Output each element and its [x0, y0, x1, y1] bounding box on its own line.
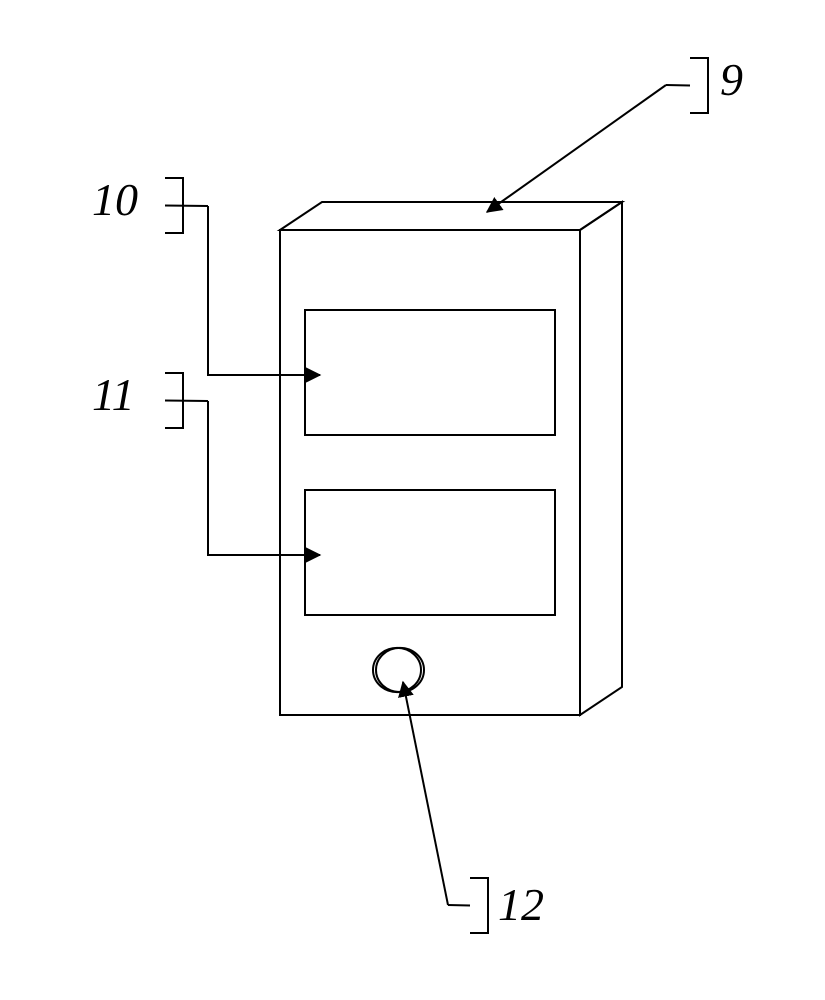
callout-label-9: 9: [720, 54, 743, 105]
callout-11: 11: [92, 369, 320, 555]
device-body: [280, 202, 622, 715]
callout-12: 12: [403, 682, 544, 933]
callout-label-12: 12: [498, 879, 544, 930]
callout-9: 9: [487, 54, 743, 212]
callout-10: 10: [92, 174, 320, 375]
screen-top: [305, 310, 555, 435]
screen-bottom: [305, 490, 555, 615]
callout-label-10: 10: [92, 174, 138, 225]
device-button: [373, 648, 424, 692]
callout-label-11: 11: [92, 369, 135, 420]
